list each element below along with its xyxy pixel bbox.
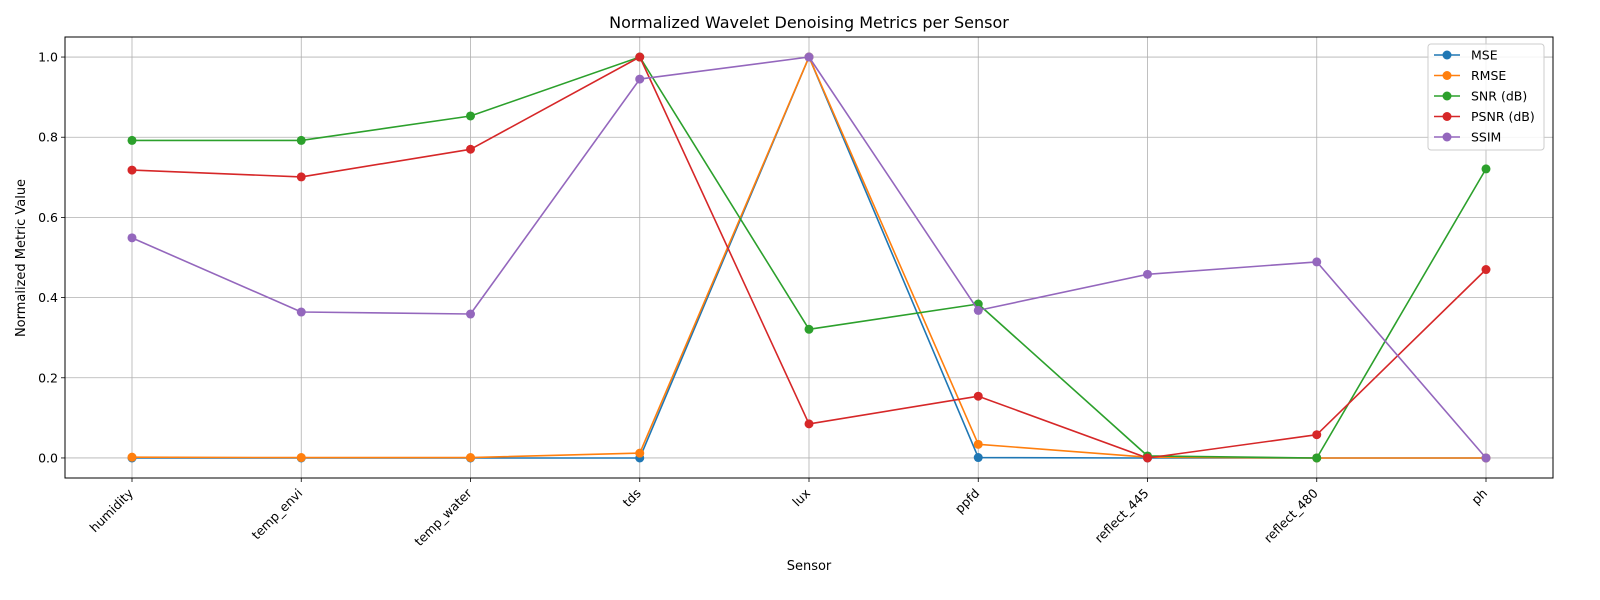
legend-item: SNR (dB): [1434, 89, 1527, 104]
y-tick-label: 0.4: [38, 290, 58, 305]
data-point: [1481, 453, 1491, 463]
series-layer: [127, 52, 1491, 463]
data-point: [127, 165, 137, 175]
data-point: [1481, 265, 1491, 275]
y-tick-label: 0.0: [38, 450, 58, 465]
series-psnr-db: [127, 52, 1491, 463]
x-axis-title: Sensor: [787, 559, 832, 574]
data-point: [804, 52, 814, 62]
legend-frame: [1427, 43, 1545, 151]
legend-marker: [1442, 132, 1452, 142]
y-tick-label: 1.0: [38, 50, 58, 65]
data-point: [127, 233, 137, 243]
data-point: [804, 419, 814, 429]
data-point: [1481, 164, 1491, 174]
data-point: [1312, 453, 1322, 463]
legend-label: MSE: [1471, 48, 1498, 63]
data-point: [296, 453, 306, 463]
data-point: [466, 453, 475, 463]
y-tick-label: 0.2: [38, 370, 58, 385]
data-point: [1312, 430, 1322, 440]
legend-marker: [1442, 112, 1452, 121]
legend-item: RMSE: [1434, 68, 1506, 83]
legend: MSE RMSE SNR (dB) PSNR (dB) SSIM: [1427, 43, 1545, 151]
data-point: [466, 144, 475, 154]
data-point: [127, 135, 137, 145]
data-point: [1312, 257, 1322, 267]
data-point: [296, 172, 306, 182]
data-point: [466, 309, 475, 319]
series-ssim: [127, 52, 1491, 463]
data-point: [804, 324, 814, 334]
data-point: [973, 439, 983, 449]
legend-item: PSNR (dB): [1434, 109, 1535, 124]
legend-marker: [1442, 91, 1452, 101]
data-point: [635, 74, 645, 84]
y-axis-title: Normalized Metric Value: [14, 179, 29, 337]
legend-label: SNR (dB): [1471, 89, 1527, 104]
series-snr-db: [127, 52, 1491, 463]
data-point: [296, 307, 306, 317]
data-point: [973, 305, 983, 315]
y-axis: 0.0 0.2 0.4 0.6 0.8 1.0: [38, 50, 65, 465]
legend-marker: [1442, 71, 1452, 80]
legend-item: MSE: [1434, 48, 1498, 63]
legend-item: SSIM: [1434, 130, 1501, 145]
legend-label: SSIM: [1471, 130, 1501, 145]
data-point: [973, 391, 983, 401]
data-point: [1143, 453, 1152, 463]
legend-marker: [1442, 50, 1452, 60]
data-point: [635, 448, 645, 458]
data-point: [466, 111, 475, 121]
chart-title: Normalized Wavelet Denoising Metrics per…: [609, 13, 1009, 32]
data-point: [973, 453, 983, 463]
y-tick-label: 0.6: [38, 210, 58, 225]
data-point: [127, 452, 137, 462]
legend-label: RMSE: [1471, 68, 1506, 83]
data-point: [296, 135, 306, 145]
y-tick-label: 0.8: [38, 130, 58, 145]
legend-label: PSNR (dB): [1471, 109, 1535, 124]
data-point: [635, 52, 645, 62]
data-point: [1143, 269, 1152, 279]
